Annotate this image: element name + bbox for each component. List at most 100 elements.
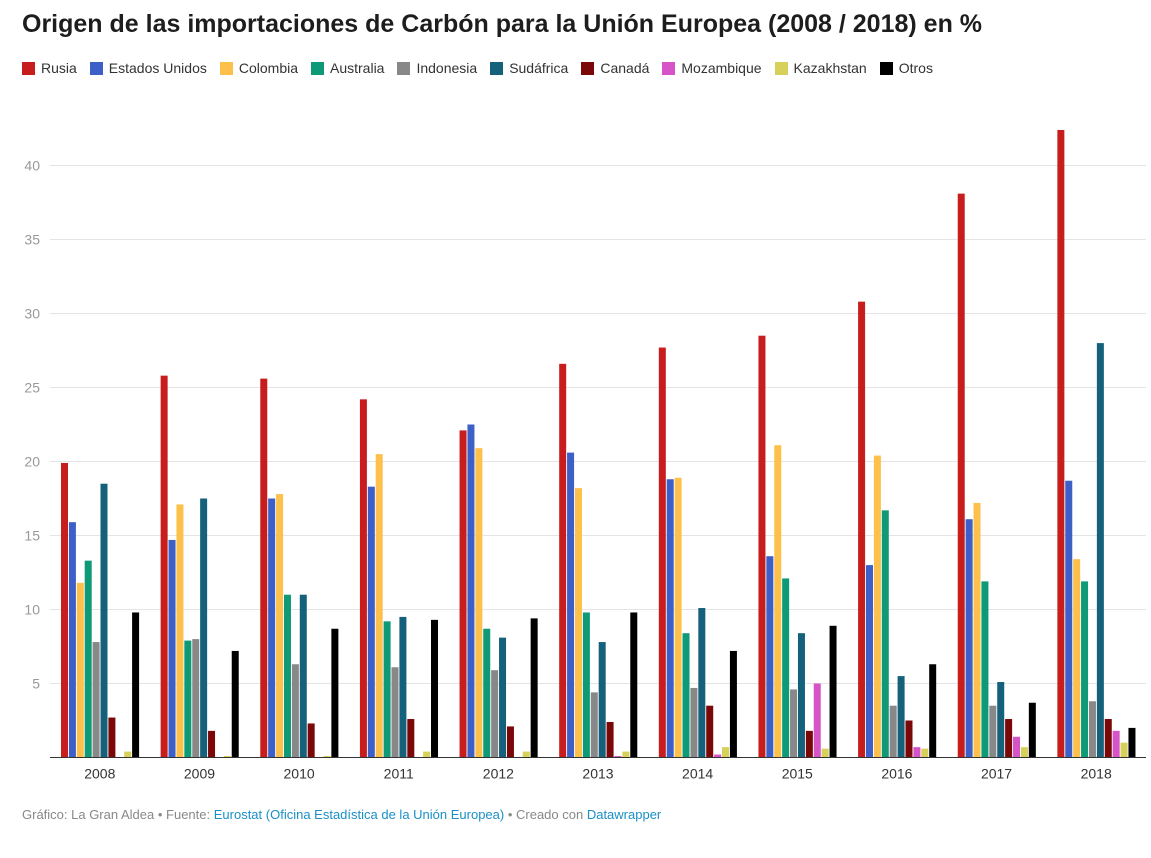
- bar-australia-2015: [782, 578, 790, 758]
- bar-indonesia-2013: [590, 692, 598, 758]
- bar-mozambique-2018: [1112, 730, 1120, 758]
- footer-datawrapper-link[interactable]: Datawrapper: [586, 807, 662, 822]
- y-tick-label: 35: [24, 232, 40, 248]
- bar-australia-2008: [84, 560, 92, 758]
- bar-rusia-2012: [459, 430, 467, 758]
- legend-item-estados-unidos: Estados Unidos: [89, 60, 207, 76]
- footer-source-link[interactable]: Eurostat (Oficina Estadística de la Unió…: [213, 807, 505, 822]
- bar-kazakhstan-2018: [1120, 742, 1128, 758]
- legend-swatch: [879, 61, 893, 75]
- legend-item-rusia: Rusia: [22, 60, 77, 76]
- bar-sudáfrica-2018: [1096, 343, 1104, 758]
- bar-rusia-2009: [160, 375, 168, 758]
- x-tick-label: 2009: [184, 766, 215, 782]
- bar-estados-unidos-2018: [1065, 480, 1073, 758]
- legend-item-mozambique: Mozambique: [662, 60, 762, 76]
- y-tick-label: 25: [24, 380, 40, 396]
- bar-otros-2010: [331, 628, 339, 758]
- legend-swatch: [581, 61, 595, 75]
- bar-otros-2014: [729, 650, 737, 758]
- bar-australia-2012: [483, 628, 491, 758]
- x-tick-label: 2016: [881, 766, 912, 782]
- bar-estados-unidos-2009: [168, 539, 176, 758]
- y-tick-label: 20: [24, 454, 40, 470]
- bar-kazakhstan-2013: [622, 751, 630, 758]
- bar-canadá-2009: [208, 730, 216, 758]
- bar-sudáfrica-2010: [299, 594, 307, 758]
- legend-label: Australia: [330, 60, 385, 76]
- footer-graphic-label: Gráfico: La Gran Aldea: [22, 807, 155, 822]
- x-tick-label: 2017: [981, 766, 1012, 782]
- bar-rusia-2013: [559, 363, 567, 758]
- bar-kazakhstan-2010: [323, 756, 331, 758]
- bar-indonesia-2010: [291, 664, 299, 758]
- chart-title: Origen de las importaciones de Carbón pa…: [22, 10, 983, 38]
- bar-mozambique-2013: [614, 756, 622, 758]
- legend-item-colombia: Colombia: [219, 60, 298, 76]
- bar-canadá-2008: [108, 717, 116, 758]
- bar-sudáfrica-2017: [997, 682, 1005, 758]
- bar-rusia-2015: [758, 335, 766, 758]
- bar-kazakhstan-2009: [223, 756, 231, 758]
- bar-australia-2010: [283, 594, 291, 758]
- x-tick-label: 2011: [384, 766, 414, 782]
- bar-canadá-2010: [307, 723, 315, 758]
- bar-rusia-2010: [260, 378, 268, 758]
- bar-canadá-2017: [1005, 719, 1013, 758]
- bar-australia-2011: [383, 621, 391, 758]
- legend-item-sudáfrica: Sudáfrica: [490, 60, 568, 76]
- x-tick-label: 2018: [1081, 766, 1112, 782]
- bar-estados-unidos-2014: [666, 479, 674, 758]
- bar-sudáfrica-2014: [698, 608, 706, 758]
- legend-swatch: [219, 61, 233, 75]
- bar-australia-2014: [682, 633, 690, 758]
- bar-mozambique-2016: [913, 747, 921, 758]
- legend-swatch: [89, 61, 103, 75]
- bar-otros-2012: [530, 618, 538, 758]
- chart-legend: Rusia Estados Unidos Colombia Australia Indo…: [22, 58, 946, 78]
- bar-indonesia-2015: [790, 689, 798, 758]
- y-tick-label: 10: [24, 602, 40, 618]
- x-tick-label: 2013: [582, 766, 613, 782]
- bar-canadá-2015: [805, 730, 813, 758]
- bar-australia-2013: [582, 612, 590, 758]
- legend-label: Kazakhstan: [793, 60, 867, 76]
- bar-kazakhstan-2012: [522, 751, 530, 758]
- bar-australia-2017: [981, 581, 989, 758]
- bar-colombia-2015: [774, 445, 782, 758]
- bar-indonesia-2018: [1088, 701, 1096, 758]
- bar-indonesia-2011: [391, 667, 399, 758]
- chart-footer: Gráfico: La Gran Aldea • Fuente: Eurosta…: [22, 807, 661, 822]
- bar-otros-2016: [929, 664, 937, 758]
- y-tick-label: 15: [24, 528, 40, 544]
- bar-estados-unidos-2016: [865, 565, 873, 758]
- x-tick-label: 2014: [682, 766, 713, 782]
- legend-label: Mozambique: [681, 60, 762, 76]
- footer-separator: •: [154, 807, 167, 822]
- bar-otros-2015: [829, 625, 837, 758]
- legend-label: Sudáfrica: [509, 60, 569, 76]
- bar-colombia-2012: [475, 448, 483, 758]
- bar-estados-unidos-2011: [367, 486, 375, 758]
- bar-estados-unidos-2015: [766, 556, 774, 758]
- x-tick-label: 2010: [284, 766, 315, 782]
- bar-indonesia-2016: [889, 705, 897, 758]
- bar-colombia-2016: [873, 455, 881, 758]
- footer-source-label: Fuente:: [166, 807, 214, 822]
- bar-rusia-2008: [61, 462, 68, 758]
- legend-label: Indonesia: [416, 60, 478, 76]
- bar-colombia-2008: [76, 582, 84, 758]
- bar-indonesia-2017: [989, 705, 997, 758]
- bar-rusia-2014: [658, 347, 666, 758]
- legend-label: Otros: [898, 60, 933, 76]
- bar-indonesia-2009: [192, 639, 200, 758]
- bar-rusia-2017: [957, 193, 965, 758]
- bar-estados-unidos-2013: [567, 452, 575, 758]
- y-tick-label: 30: [24, 306, 40, 322]
- bar-canadá-2013: [606, 721, 614, 758]
- bar-kazakhstan-2015: [821, 748, 829, 758]
- bar-kazakhstan-2008: [124, 751, 132, 758]
- bar-estados-unidos-2008: [68, 522, 76, 758]
- x-tick-label: 2015: [782, 766, 813, 782]
